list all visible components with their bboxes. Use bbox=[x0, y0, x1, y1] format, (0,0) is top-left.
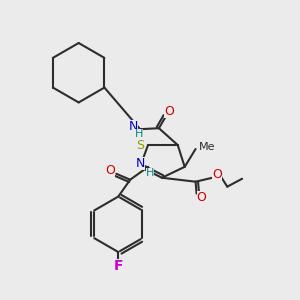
Text: O: O bbox=[105, 164, 115, 177]
Text: S: S bbox=[136, 139, 144, 152]
Text: O: O bbox=[164, 105, 174, 118]
Text: O: O bbox=[212, 168, 222, 181]
Text: F: F bbox=[113, 259, 123, 273]
Text: H: H bbox=[135, 129, 143, 139]
Text: O: O bbox=[196, 191, 206, 204]
Text: Me: Me bbox=[199, 142, 216, 152]
Text: H: H bbox=[146, 168, 154, 178]
Text: N: N bbox=[135, 158, 145, 170]
Text: N: N bbox=[128, 120, 138, 133]
